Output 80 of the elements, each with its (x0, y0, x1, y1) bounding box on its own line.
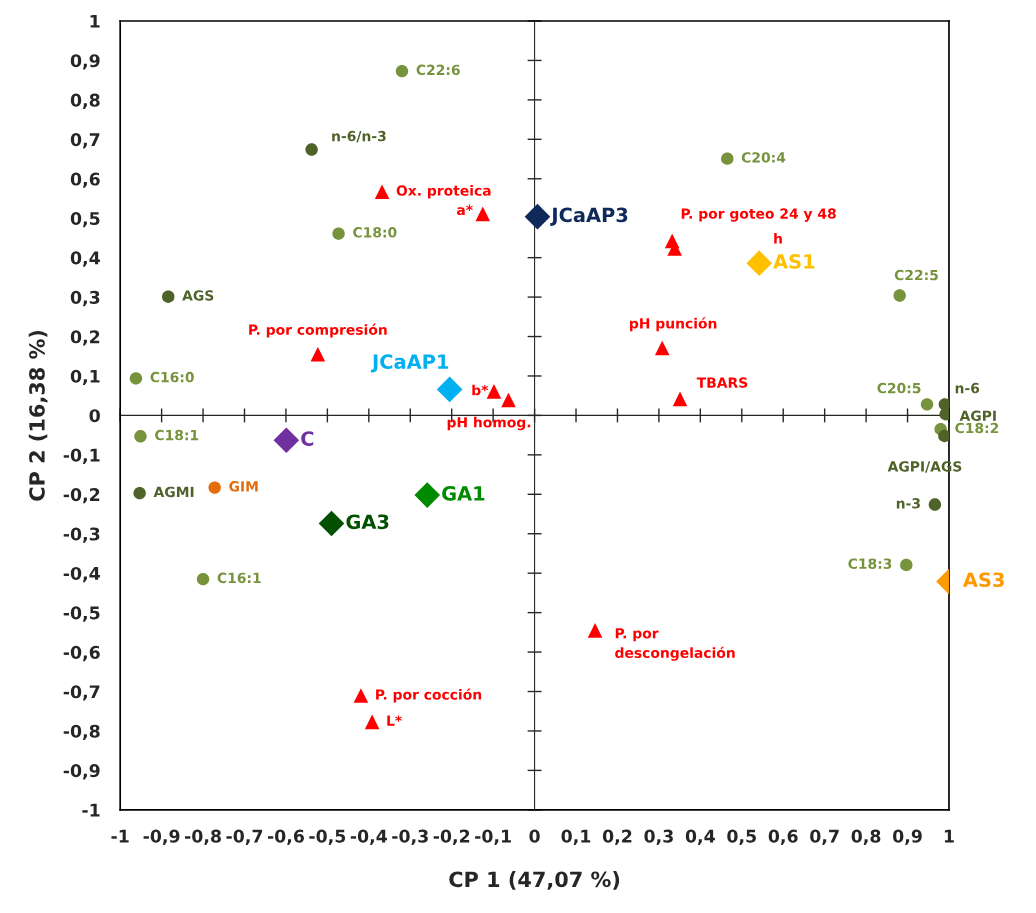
data-label: GIM (229, 481, 258, 492)
data-label: C (301, 431, 314, 446)
x-tick-label: 0,9 (892, 829, 922, 845)
x-tick-label: 0,7 (810, 829, 839, 845)
data-label: P. por descongelación (615, 628, 735, 661)
y-tick-label: 0,6 (70, 172, 100, 188)
x-tick-label: -0,7 (226, 829, 263, 845)
x-tick-label: -0,4 (350, 829, 387, 845)
y-tick-label: 1 (90, 14, 100, 28)
x-tick-label: 0,2 (602, 829, 632, 845)
x-tick-label: 0,1 (561, 829, 591, 845)
y-tick-label: -0,2 (63, 488, 100, 504)
data-label: TBARS (696, 377, 748, 388)
data-label: AGS (182, 290, 214, 301)
x-tick-label: -0,9 (143, 829, 180, 845)
y-tick-label: 0,8 (70, 93, 100, 109)
y-tick-label: -0,8 (63, 724, 100, 741)
x-tick-label: 0,3 (644, 829, 673, 845)
data-label: JCaAP1 (370, 354, 449, 373)
x-tick-label: 0,8 (851, 829, 881, 845)
x-tick-label: 0,6 (768, 829, 798, 845)
y-tick-label: -0,5 (63, 606, 100, 622)
x-tick-label: -0,8 (185, 829, 221, 845)
data-label: C20:4 (741, 152, 786, 163)
data-label: GA3 (346, 514, 389, 530)
data-label: JCaAP3 (550, 207, 628, 226)
annotation: h (774, 233, 782, 244)
x-tick-label: -0,2 (433, 829, 470, 845)
x-tick-label: 1 (944, 829, 954, 843)
data-label: P. por compresión (249, 323, 387, 338)
data-label: AGPI (959, 410, 996, 422)
y-tick-label: -0,4 (63, 566, 100, 583)
data-label: pH punción (630, 317, 717, 332)
data-label: C22:5 (894, 269, 938, 281)
data-label: n-6 (955, 382, 980, 394)
data-label: n-6/n-3 (332, 130, 386, 143)
data-label: L* (387, 715, 402, 726)
data-label: AGMI (153, 486, 194, 498)
data-label: C18:1 (155, 429, 199, 441)
y-tick-label: 0,5 (70, 211, 100, 228)
x-tick-label: -0,5 (309, 829, 346, 845)
y-tick-label: -0,3 (63, 527, 100, 543)
y-tick-label: 0,7 (70, 133, 100, 149)
data-label: C18:2 (955, 422, 999, 434)
y-tick-label: 0,4 (70, 251, 100, 267)
y-tick-label: -0,7 (63, 685, 100, 701)
data-label: C22:6 (416, 64, 460, 76)
data-label: b* (472, 384, 489, 396)
data-label: pH homog. (447, 416, 531, 431)
y-tick-label: 0,9 (70, 54, 100, 70)
data-label: C20:5 (877, 382, 921, 394)
y-tick-label: -0,1 (63, 448, 100, 464)
data-label: AS1 (773, 254, 815, 269)
data-label: C18:3 (848, 558, 892, 569)
y-axis-title: CP 2 (16,38 %) (28, 330, 48, 501)
y-tick-label: -0,6 (63, 645, 100, 662)
data-label: C18:0 (353, 227, 397, 238)
data-label: a* (457, 204, 473, 216)
y-tick-label: 0,3 (70, 290, 100, 307)
data-label: Ox. proteica (396, 185, 491, 199)
y-tick-label: 0,2 (70, 330, 100, 346)
x-tick-label: 0,4 (685, 829, 715, 845)
data-label: n-3 (896, 498, 920, 509)
x-tick-label: -0,3 (392, 829, 428, 845)
data-label: GA1 (442, 486, 485, 501)
y-tick-label: 0,1 (70, 369, 100, 386)
data-label: P. por cocción (376, 688, 482, 703)
x-tick-label: -0,6 (267, 829, 304, 845)
data-label: C16:0 (150, 371, 194, 383)
x-tick-label: 0,5 (727, 829, 756, 845)
data-label: AS3 (962, 572, 1004, 588)
data-label: P. por goteo 24 y 48 (681, 208, 836, 222)
y-tick-label: -0,9 (63, 764, 100, 780)
x-axis-title: CP 1 (47,07 %) (449, 871, 620, 890)
x-tick-label: -1 (111, 829, 129, 843)
x-tick-label: 0 (529, 829, 540, 843)
y-tick-label: -1 (82, 803, 100, 817)
data-label: C16:1 (217, 572, 261, 584)
x-tick-label: -0,1 (475, 829, 511, 845)
y-tick-label: 0 (89, 409, 100, 423)
